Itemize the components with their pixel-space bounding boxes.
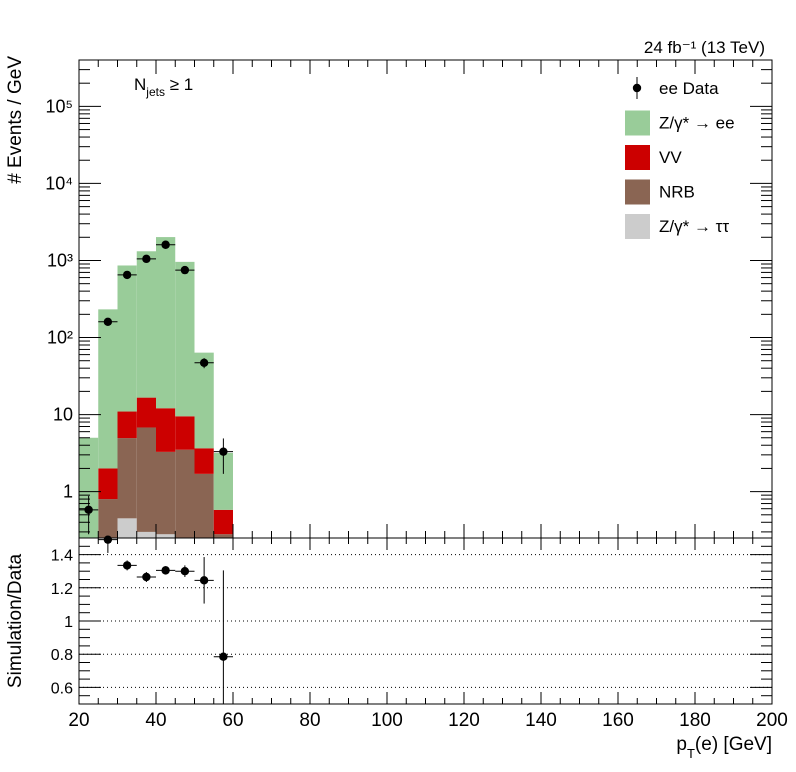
stack-bar-0-3 [136,531,156,538]
main-plot-area: 1 10 10² 10³ 10⁴ 10⁵ [45,59,773,539]
ratio-y-tick-label-4: 1.4 [51,548,73,565]
x-axis-title-sub: T [687,746,695,761]
legend-label-2: VV [659,148,682,167]
ratio-y-tick-label-2: 1 [64,614,73,631]
ratio-point-6 [219,652,228,661]
data-point-5 [180,265,190,275]
x-tick-label-4: 100 [371,710,403,731]
y-tick-label-5: 10⁵ [46,96,73,116]
ratio-point-4 [180,567,190,576]
y-axis-title: # Events / GeV [5,56,26,184]
ratio-y-axis-title: Simulation/Data [5,554,26,689]
stack-bar-2-3 [136,397,156,428]
stack-bar-2-7 [213,509,233,535]
ratio-plot-area: 0.6 0.8 1 1.2 1.4 20 40 60 80 100 120 140 160 180 200 [51,535,788,731]
stack-bar-1-1 [98,499,118,538]
stack-bar-1-7 [213,534,233,538]
legend-label-3: NRB [659,183,695,202]
ratio-frame [78,537,773,705]
y-tick-label-2: 10² [47,328,73,348]
stack-bar-2-2 [117,411,137,439]
x-tick-label-2: 60 [222,710,243,731]
ratio-y-tick-label-3: 1.2 [51,581,73,598]
selection-label-n: N [134,75,146,94]
stack-bar-1-5 [175,449,195,538]
stack-bar-0-2 [117,518,137,538]
selection-label: Njets ≥ 1 [134,75,193,99]
lumi-label: 24 fb⁻¹ (13 TeV) [644,38,765,57]
stack-bar-2-6 [194,448,214,474]
legend-swatch-3 [625,179,650,205]
stack-bar-3-7 [213,452,233,510]
stack-bar-1-6 [194,473,214,538]
ratio-point-5 [199,576,209,585]
ratio-point-0 [103,535,113,544]
stack-bar-2-1 [98,468,118,500]
legend-data-marker [632,83,642,93]
y-tick-label-3: 10³ [47,250,73,270]
x-tick-label-0: 20 [68,710,89,731]
legend-swatch-1 [625,110,650,136]
ratio-point-3 [161,566,170,575]
data-point-1 [103,317,113,326]
x-axis-title: pT(e) [GeV] [676,734,772,761]
data-point-6 [199,358,209,367]
ratio-panel: 0.60.811.21.420 40 60 80 100 120 140 160 180 200 … [5,535,788,761]
x-tick-label-5: 120 [448,710,480,731]
y-tick-label-0: 1 [63,482,73,502]
main-panel: 24 fb⁻¹ (13 TeV) 1 10 10² 10³ 10⁴ 10⁵ # Event… [5,38,773,539]
y-tick-label-1: 10 [53,405,73,425]
legend: ee Data Z/γ* → ee VV NRB Z/γ* → ττ [625,77,735,239]
legend-swatch-2 [625,145,650,170]
svg-text:Njets ≥ 1: Njets ≥ 1 [134,75,193,99]
stack-bar-3-5 [175,261,195,417]
data-point-7 [219,447,228,456]
data-point-0 [84,505,93,515]
ratio-y-tick-label-1: 0.8 [51,647,73,664]
stack-bar-3-0 [79,437,99,538]
stack-bar-3-4 [156,237,176,409]
legend-label-0: ee Data [659,79,719,98]
stack-bar-3-6 [194,352,214,449]
x-tick-label-8: 180 [679,710,711,731]
data-point-2 [122,270,132,280]
stack-bar-3-2 [117,265,137,412]
ratio-point-2 [142,572,151,582]
data-point-3 [142,254,151,264]
x-tick-label-6: 140 [525,710,557,731]
x-tick-label-9: 200 [756,710,788,731]
selection-label-op: ≥ 1 [165,75,193,94]
stack-bar-3-1 [98,309,118,469]
legend-label-4: Z/γ* → ττ [659,217,729,236]
stack-bar-3-3 [136,251,156,398]
legend-swatch-4 [625,214,650,239]
data-point-4 [161,240,170,249]
stack-bar-2-4 [156,408,176,452]
x-tick-label-1: 40 [145,710,166,731]
x-tick-label-7: 160 [602,710,634,731]
ratio-y-tick-label-0: 0.6 [51,680,73,697]
stack-bar-1-4 [156,451,176,535]
stack-bar-2-5 [175,416,195,450]
ratio-point-1 [122,561,132,570]
stack-bar-1-3 [136,427,156,532]
x-tick-label-3: 80 [299,710,320,731]
stack-bar-1-2 [117,438,137,519]
selection-label-sub: jets [145,85,165,99]
legend-label-1: Z/γ* → ee [659,114,735,133]
stack-bar-0-4 [156,534,176,538]
y-tick-label-4: 10⁴ [45,173,73,193]
